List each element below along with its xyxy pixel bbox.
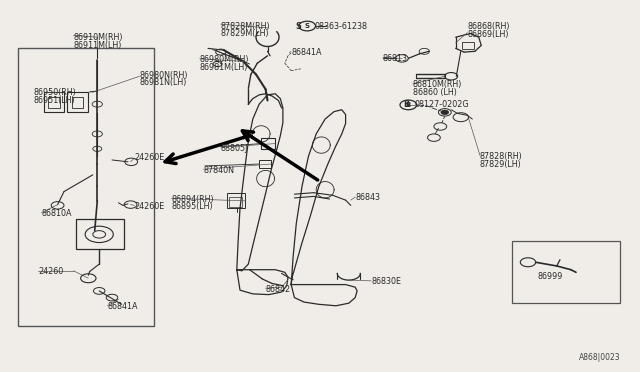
Bar	[76, 219, 124, 249]
Bar	[18, 48, 154, 326]
Bar	[227, 193, 245, 208]
Text: 86860 (LH): 86860 (LH)	[413, 88, 457, 97]
Bar	[67, 92, 88, 112]
Circle shape	[441, 110, 449, 115]
Text: 88805J: 88805J	[221, 144, 248, 153]
Text: 86842: 86842	[266, 285, 291, 294]
Text: 86910M(RH): 86910M(RH)	[74, 33, 123, 42]
Bar	[229, 197, 242, 207]
Bar	[72, 97, 83, 108]
Text: 86894(RH): 86894(RH)	[172, 195, 214, 203]
Text: 86843: 86843	[355, 193, 380, 202]
Text: 08363-61238: 08363-61238	[315, 22, 368, 31]
Text: 87829(LH): 87829(LH)	[480, 160, 522, 169]
Text: 86951(LH): 86951(LH)	[33, 96, 75, 105]
Text: 86980N(RH): 86980N(RH)	[140, 71, 188, 80]
Text: 86868(RH): 86868(RH)	[467, 22, 509, 31]
Bar	[44, 92, 64, 112]
Text: S: S	[305, 23, 310, 29]
Text: 24260E: 24260E	[134, 202, 164, 211]
Text: 86911M(LH): 86911M(LH)	[74, 41, 122, 50]
Bar	[462, 42, 474, 49]
Text: 87828(RH): 87828(RH)	[480, 152, 523, 161]
Text: 86869(LH): 86869(LH)	[467, 30, 509, 39]
Text: 86830E: 86830E	[371, 277, 401, 286]
Text: 86841A: 86841A	[108, 302, 138, 311]
Text: B: B	[406, 102, 411, 108]
Text: 24260E: 24260E	[134, 153, 164, 162]
Text: 86981M(LH): 86981M(LH)	[200, 63, 248, 72]
Text: 86999: 86999	[538, 272, 563, 280]
Bar	[259, 160, 271, 168]
Text: 24260: 24260	[38, 267, 63, 276]
Text: 86980M(RH): 86980M(RH)	[200, 55, 249, 64]
Text: B: B	[403, 100, 410, 109]
Bar	[48, 97, 60, 108]
Bar	[512, 241, 620, 303]
Text: 86810M(RH): 86810M(RH)	[413, 80, 462, 89]
Text: 86841A: 86841A	[291, 48, 322, 57]
Bar	[261, 138, 275, 149]
Text: 86810A: 86810A	[42, 209, 72, 218]
Text: 86950(RH): 86950(RH)	[33, 88, 76, 97]
Text: S: S	[296, 22, 301, 31]
Text: 87840N: 87840N	[204, 166, 234, 174]
Text: 87828M(RH): 87828M(RH)	[221, 22, 271, 31]
Text: 86981N(LH): 86981N(LH)	[140, 78, 187, 87]
Text: A868|0023: A868|0023	[579, 353, 621, 362]
Text: 08127-0202G: 08127-0202G	[415, 100, 469, 109]
Text: 86895(LH): 86895(LH)	[172, 202, 213, 211]
Text: 87829M(LH): 87829M(LH)	[221, 29, 269, 38]
Text: 86813: 86813	[383, 54, 408, 63]
